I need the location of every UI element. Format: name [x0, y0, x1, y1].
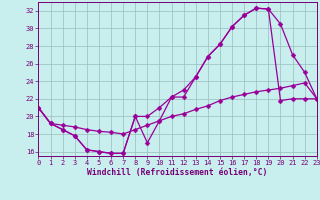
X-axis label: Windchill (Refroidissement éolien,°C): Windchill (Refroidissement éolien,°C): [87, 168, 268, 177]
